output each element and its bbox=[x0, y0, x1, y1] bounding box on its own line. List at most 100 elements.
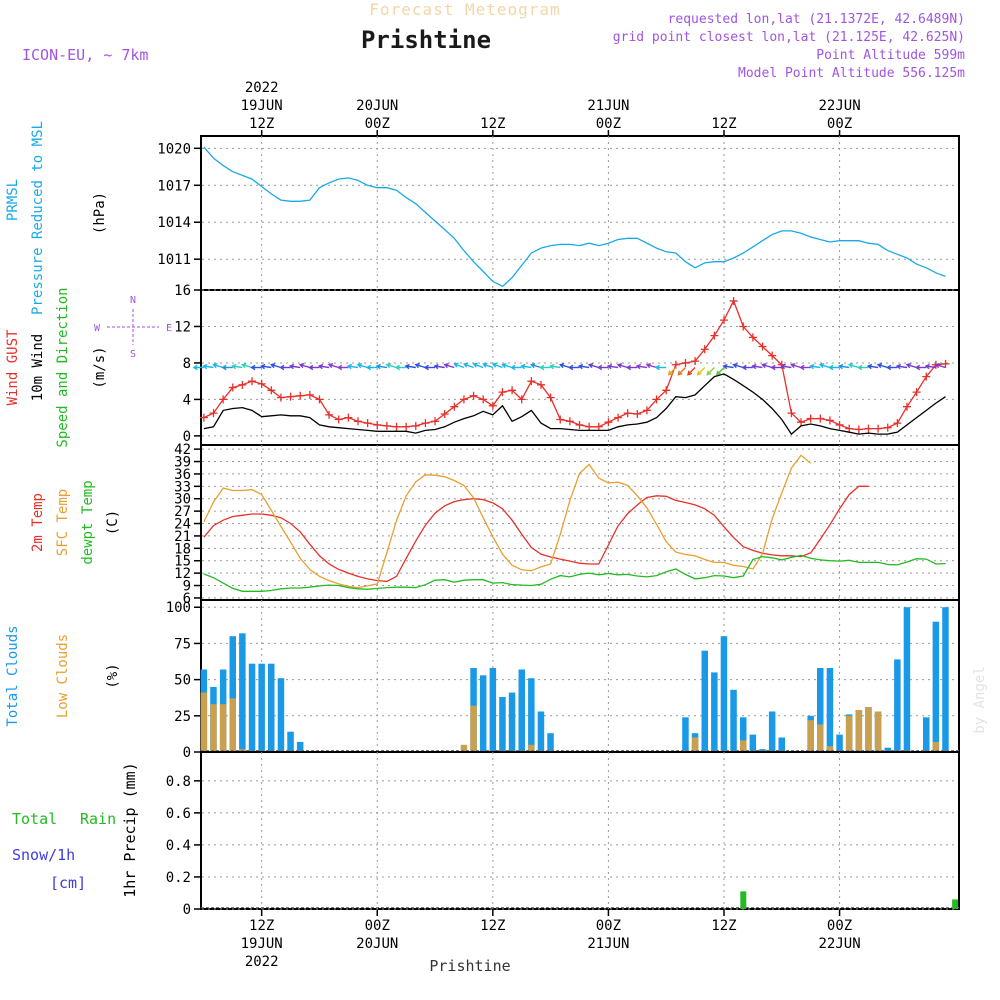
precip-legend-label: Total bbox=[12, 810, 57, 828]
gust-marker bbox=[816, 414, 825, 423]
clouds-bar-total-clouds bbox=[248, 663, 256, 752]
wind-ytick-label: 8 bbox=[183, 356, 191, 372]
clouds-bar-low-clouds bbox=[219, 704, 227, 752]
clouds-bar-low-clouds bbox=[740, 740, 747, 752]
pressure-ytick-label: 1011 bbox=[157, 252, 191, 268]
wind-direction-arrowhead bbox=[250, 364, 256, 371]
clouds-bar-total-clouds bbox=[296, 741, 304, 752]
wind-direction-arrow bbox=[697, 367, 706, 376]
wind-direction-arrow bbox=[242, 364, 253, 369]
wind-direction-arrow bbox=[357, 364, 368, 369]
clouds-bar-low-clouds bbox=[807, 720, 814, 752]
gust-marker bbox=[508, 386, 517, 395]
wind-direction-arrowhead bbox=[530, 363, 536, 369]
wind-direction-arrowhead bbox=[761, 363, 767, 369]
wind-direction-arrow bbox=[820, 364, 831, 369]
clouds-ytick-label: 0 bbox=[183, 745, 191, 761]
wind-direction-arrow bbox=[906, 364, 917, 369]
wind-direction-arrowhead bbox=[732, 363, 738, 369]
gust-marker bbox=[257, 379, 266, 388]
wind-direction-arrowhead bbox=[539, 364, 545, 371]
wind-direction-arrow bbox=[781, 365, 792, 369]
pressure-ytick-label: 1014 bbox=[157, 215, 191, 231]
precip-ytick-label: 0.2 bbox=[166, 870, 191, 886]
model-altitude: Model Point Altitude 556.125m bbox=[738, 66, 965, 81]
top-year-label: 2022 bbox=[245, 80, 279, 96]
wind-direction-arrowhead bbox=[221, 364, 227, 371]
gust-marker bbox=[353, 417, 362, 426]
wind-direction-arrow bbox=[550, 365, 561, 369]
wind-direction-arrowhead bbox=[231, 363, 237, 370]
clouds-bar-total-clouds bbox=[749, 734, 757, 752]
wind-direction-arrowhead bbox=[866, 363, 873, 370]
wind-direction-arrow bbox=[868, 365, 879, 369]
temperature-ytick-label: 12 bbox=[174, 566, 191, 582]
wind-direction-arrowhead bbox=[715, 370, 721, 376]
clouds-bar-total-clouds bbox=[682, 717, 689, 752]
wind-direction-arrowhead bbox=[876, 363, 883, 369]
clouds-bar-low-clouds bbox=[460, 744, 468, 752]
clouds-bar-total-clouds bbox=[836, 734, 843, 752]
gust-marker bbox=[700, 345, 709, 354]
gust-marker bbox=[459, 395, 468, 404]
precip-ytick-label: 0.6 bbox=[166, 806, 191, 822]
precip-axis-label: 1hr Precip (mm) bbox=[121, 762, 139, 897]
temperature-ytick-label: 42 bbox=[174, 442, 191, 458]
gust-marker bbox=[363, 419, 372, 428]
temperature-ytick-label: 9 bbox=[183, 579, 191, 595]
gust-marker bbox=[719, 316, 728, 325]
gust-marker bbox=[488, 401, 497, 410]
gust-marker bbox=[874, 424, 883, 433]
wind-direction-arrowhead bbox=[587, 363, 594, 369]
wind-direction-arrowhead bbox=[501, 363, 507, 369]
clouds-bar-total-clouds bbox=[537, 711, 545, 752]
model-label: ICON-EU, ~ 7km bbox=[22, 46, 148, 64]
gust-marker bbox=[305, 390, 314, 399]
wind-direction-arrow bbox=[232, 365, 243, 369]
wind-axis-label: Speed and Direction bbox=[55, 287, 71, 447]
temperature-ytick-label: 15 bbox=[174, 554, 191, 570]
wind-ytick-label: 0 bbox=[183, 429, 191, 445]
wind-direction-arrowhead bbox=[780, 363, 786, 370]
gust-marker bbox=[739, 322, 748, 331]
wind-direction-arrow bbox=[877, 364, 888, 369]
temperature-ytick-label: 30 bbox=[174, 492, 191, 508]
gust-marker bbox=[421, 419, 430, 428]
wind-direction-arrowhead bbox=[645, 363, 651, 369]
precip-legend-label: [cm] bbox=[50, 874, 86, 892]
clouds-bar-total-clouds bbox=[479, 675, 487, 752]
wind-direction-arrow bbox=[531, 364, 542, 369]
wind-direction-arrowhead bbox=[327, 363, 334, 369]
gust-marker bbox=[787, 409, 796, 418]
clouds-bar-total-clouds bbox=[518, 669, 525, 752]
gust-marker bbox=[681, 358, 690, 367]
bottom-hour-label: 12Z bbox=[711, 918, 736, 934]
wind-direction-arrowhead bbox=[241, 363, 247, 369]
compass-south: S bbox=[130, 349, 136, 360]
wind-direction-arrowhead bbox=[687, 370, 693, 376]
wind-direction-arrowhead bbox=[472, 362, 478, 368]
temperature-ytick-label: 21 bbox=[174, 529, 191, 545]
temperature-ytick-label: 27 bbox=[174, 504, 191, 520]
compass-east: E bbox=[166, 323, 172, 334]
gust-marker bbox=[912, 388, 921, 397]
wind-axis-label: Wind GUST bbox=[5, 329, 21, 405]
gust-marker bbox=[546, 393, 555, 402]
clouds-bar-total-clouds bbox=[903, 607, 911, 752]
wind-direction-arrowhead bbox=[462, 362, 469, 368]
clouds-bar-low-clouds bbox=[874, 711, 882, 752]
wind-direction-arrowhead bbox=[375, 363, 381, 370]
bottom-hour-label: 12Z bbox=[480, 918, 505, 934]
precip-ytick-label: 0.4 bbox=[166, 838, 191, 854]
wind-direction-arrowhead bbox=[317, 363, 324, 370]
bottom-time-axis: 12Z 19JUN 00Z 20JUN 12Z 00Z 21JUN 12Z 00Z 22JUN 20… bbox=[241, 909, 861, 970]
wind-direction-arrowhead bbox=[482, 362, 488, 368]
wind-direction-arrowhead bbox=[337, 364, 343, 371]
precip-legend-label: Snow/1h bbox=[12, 846, 75, 864]
clouds-bar-low-clouds bbox=[691, 737, 699, 752]
clouds-ytick-label: 50 bbox=[174, 673, 191, 689]
temperature-ytick-label: 6 bbox=[183, 591, 191, 607]
wind-direction-arrow bbox=[849, 364, 859, 369]
wind-direction-arrowhead bbox=[667, 370, 673, 376]
wind-direction-arrowhead bbox=[857, 364, 863, 371]
